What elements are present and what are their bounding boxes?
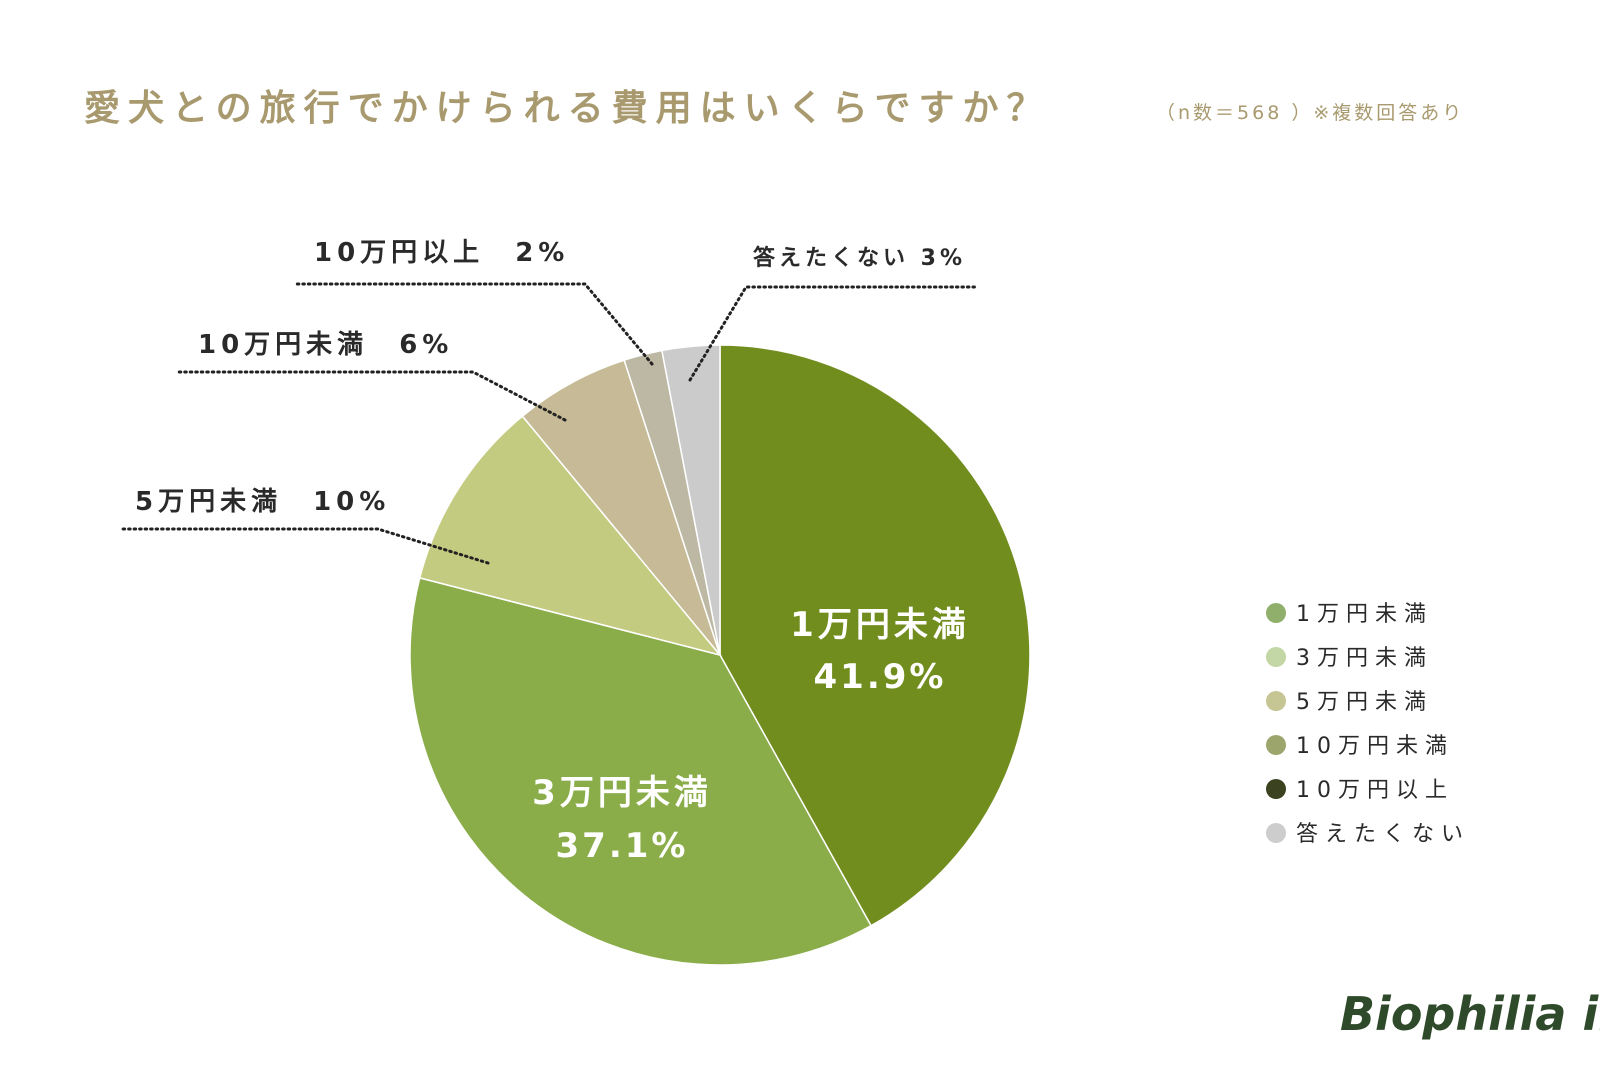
legend-swatch-5万円未満 (1266, 691, 1286, 711)
legend-swatch-答えたくない (1266, 823, 1286, 843)
brand-logo: Biophilia inc. (1340, 987, 1600, 1041)
legend-swatch-10万円未満 (1266, 735, 1286, 755)
callout-label-5万円未満: 5万円未満 10% (135, 487, 390, 517)
legend-label-1万円未満: 1万円未満 (1296, 602, 1433, 627)
chart-subtitle: （n数＝568 ）※複数回答あり (1156, 102, 1464, 124)
callout-category: 10万円以上 (314, 238, 515, 268)
slice-label-1万円未満: 1万円未満 (790, 605, 970, 645)
callout-label-10万円未満: 10万円未満 6% (198, 330, 453, 360)
callout-category: 10万円未満 (198, 330, 399, 360)
callout-label-答えたくない: 答えたくない 3% (753, 245, 966, 271)
slice-label-3万円未満: 3万円未満 (532, 773, 712, 813)
legend-label-5万円未満: 5万円未満 (1296, 690, 1433, 715)
legend-label-3万円未満: 3万円未満 (1296, 646, 1433, 671)
pie-slices (409, 344, 1031, 966)
pie-slice-3万円未満 (409, 576, 873, 966)
chart-title: 愛犬との旅行でかけられる費用はいくらですか？ (84, 88, 1051, 129)
callout-value: 3% (921, 246, 966, 271)
callout-value: 6% (399, 330, 453, 360)
callout-value: 2% (515, 238, 569, 268)
pie-slice-答えたくない (661, 344, 721, 656)
legend-swatch-10万円以上 (1266, 779, 1286, 799)
pie-slice-1万円未満 (719, 344, 1031, 927)
pie-slice-5万円未満 (418, 415, 723, 657)
legend-label-10万円未満: 10万円未満 (1296, 734, 1454, 759)
legend-label-10万円以上: 10万円以上 (1296, 778, 1454, 803)
callout-value: 10% (313, 487, 390, 517)
callout-label-10万円以上: 10万円以上 2% (314, 238, 569, 268)
leader-line-10万円以上 (292, 282, 654, 366)
leader-line-5万円未満 (120, 527, 490, 565)
legend-swatch-1万円未満 (1266, 603, 1286, 623)
leader-line-10万円未満 (174, 370, 567, 422)
leader-lines (120, 282, 977, 565)
leader-line-答えたくない (688, 285, 977, 382)
slice-value-3万円未満: 37.1% (556, 826, 689, 866)
slice-value-1万円未満: 41.9% (814, 657, 947, 697)
legend-label-答えたくない: 答えたくない (1296, 822, 1470, 847)
callout-category: 5万円未満 (135, 487, 313, 517)
callout-category: 答えたくない (753, 245, 921, 271)
legend-swatch-3万円未満 (1266, 647, 1286, 667)
